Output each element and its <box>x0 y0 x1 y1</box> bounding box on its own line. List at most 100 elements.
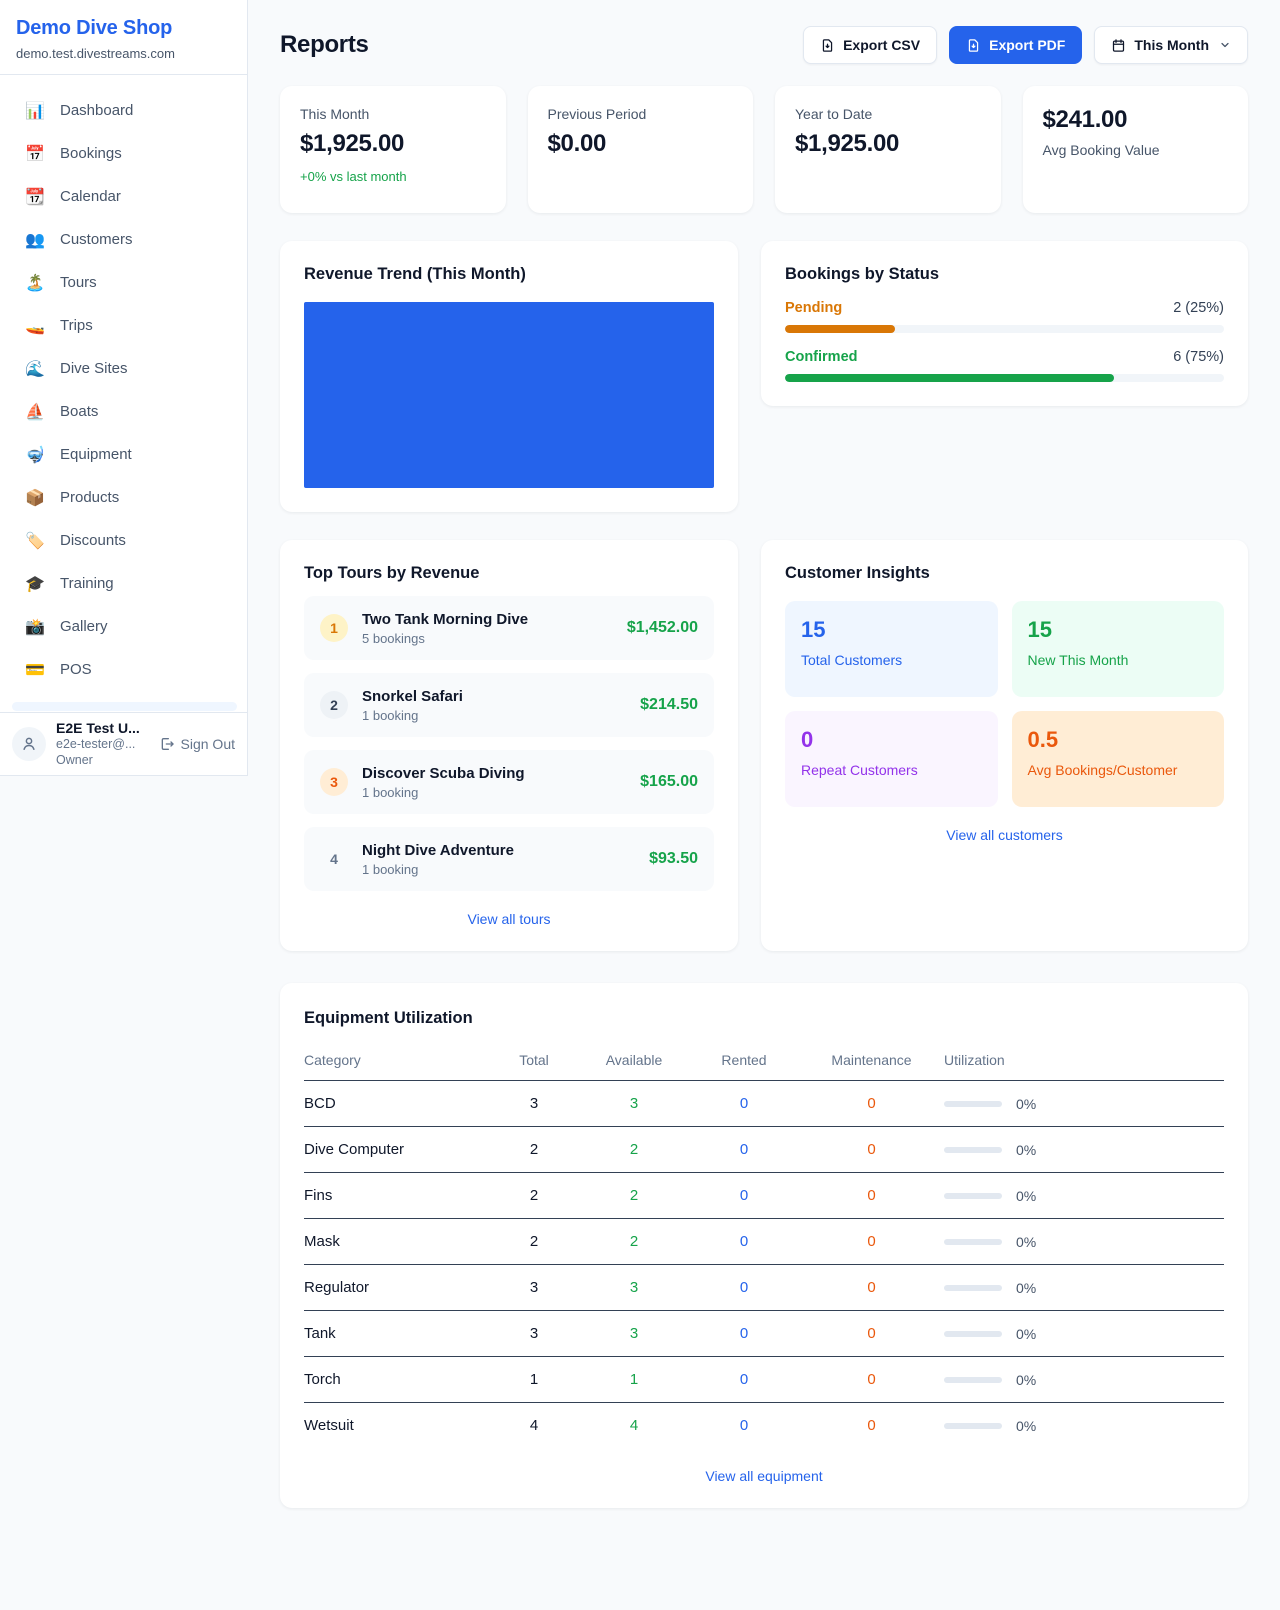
sidebar-item-discounts[interactable]: 🏷️ Discounts <box>16 519 239 562</box>
insight-value: 15 <box>1027 617 1052 642</box>
export-csv-label: Export CSV <box>843 37 921 53</box>
period-label: This Month <box>1134 37 1209 53</box>
utilization-bar <box>944 1192 1002 1199</box>
export-pdf-button[interactable]: Export PDF <box>949 26 1083 64</box>
cell-available: 3 <box>579 1310 689 1357</box>
rank-badge: 4 <box>330 851 338 867</box>
stat-card-3: Year to Date $1,925.00 <box>775 86 1001 213</box>
status-bar-fill <box>785 325 895 333</box>
insight-value: 15 <box>801 617 826 642</box>
sidebar-item-training[interactable]: 🎓 Training <box>16 562 239 605</box>
revenue-trend-title: Revenue Trend (This Month) <box>304 265 526 283</box>
cell-maintenance: 0 <box>799 1172 944 1219</box>
equipment-table: Category Total Available Rented Maintenance U… <box>304 1044 1224 1448</box>
sidebar-user-footer: E2E Test U... e2e-tester@... Owner Sign … <box>0 712 247 775</box>
view-all-equipment-link[interactable]: View all equipment <box>705 1468 823 1484</box>
sidebar-item-bookings[interactable]: 📅 Bookings <box>16 132 239 175</box>
cell-utilization: 0% <box>944 1080 1224 1127</box>
cell-rented: 0 <box>689 1080 799 1127</box>
dive-sites-icon: 🌊 <box>25 360 45 378</box>
table-row: Fins 2 2 0 0 0% <box>304 1172 1224 1219</box>
brand-domain: demo.test.divestreams.com <box>16 46 175 61</box>
tour-bookings: 5 bookings <box>362 630 425 646</box>
sidebar-item-label: POS <box>60 661 92 678</box>
utilization-percent: 0% <box>1016 1233 1037 1250</box>
cell-total: 2 <box>489 1126 579 1173</box>
dashboard-icon: 📊 <box>25 102 45 120</box>
tour-list-item[interactable]: 1 Two Tank Morning Dive 5 bookings $1,452.0… <box>304 596 714 660</box>
tours-icon: 🏝️ <box>25 274 45 292</box>
sidebar-item-label: Bookings <box>60 145 122 162</box>
discounts-icon: 🏷️ <box>25 532 45 550</box>
cell-available: 4 <box>629 1417 639 1434</box>
cell-category: Mask <box>304 1218 489 1265</box>
sidebar-item-trips[interactable]: 🚤 Trips <box>16 304 239 347</box>
main-content: Reports Export CSV Export PDF This Month <box>248 0 1280 1548</box>
sidebar-item-gallery[interactable]: 📸 Gallery <box>16 605 239 648</box>
cell-maintenance: 0 <box>799 1080 944 1127</box>
revenue-trend-card: Revenue Trend (This Month) <box>280 241 738 512</box>
tour-info: Two Tank Morning Dive 5 bookings <box>362 611 528 646</box>
stat-label: Avg Booking Value <box>1042 142 1160 158</box>
products-icon: 📦 <box>25 489 45 507</box>
column-header-utilization: Utilization <box>944 1044 1224 1081</box>
customers-icon: 👥 <box>25 231 45 249</box>
sidebar-nav: 📊 Dashboard 📅 Bookings 📆 Calendar 👥 Customers 🏝️… <box>0 75 247 691</box>
sidebar-item-products[interactable]: 📦 Products <box>16 476 239 519</box>
sidebar-item-boats[interactable]: ⛵ Boats <box>16 390 239 433</box>
view-all-tours-link[interactable]: View all tours <box>467 911 551 927</box>
avatar <box>12 727 46 761</box>
tour-list-item[interactable]: 4 Night Dive Adventure 1 booking $93.50 <box>304 827 714 891</box>
sidebar-item-calendar[interactable]: 📆 Calendar <box>16 175 239 218</box>
column-header-rented: Rented <box>689 1044 799 1081</box>
sidebar-item-equipment[interactable]: 🤿 Equipment <box>16 433 239 476</box>
column-header-category: Category <box>304 1044 489 1081</box>
utilization-percent: 0% <box>1016 1417 1037 1434</box>
chevron-down-icon <box>1219 39 1231 51</box>
status-label: Confirmed <box>785 349 858 365</box>
tour-bookings: 1 booking <box>362 784 419 800</box>
table-row: BCD 3 3 0 0 0% <box>304 1080 1224 1127</box>
cell-category: Dive Computer <box>304 1126 489 1173</box>
tour-name: Two Tank Morning Dive <box>362 610 529 628</box>
tour-name: Night Dive Adventure <box>362 841 514 859</box>
pos-icon: 💳 <box>25 661 45 679</box>
user-info: E2E Test U... e2e-tester@... Owner <box>56 720 140 769</box>
user-email: e2e-tester@... <box>56 737 136 752</box>
status-label: Pending <box>785 300 843 316</box>
export-csv-button[interactable]: Export CSV <box>803 26 938 64</box>
insight-tile: 0.5 Avg Bookings/Customer <box>1011 711 1224 807</box>
cell-rented: 0 <box>689 1264 799 1311</box>
stat-value: $241.00 <box>1042 106 1128 133</box>
sidebar-item-label: Dive Sites <box>60 360 128 377</box>
sign-out-button[interactable]: Sign Out <box>159 736 235 752</box>
cell-category: Torch <box>304 1356 489 1403</box>
sidebar-item-dive-sites[interactable]: 🌊 Dive Sites <box>16 347 239 390</box>
insight-label: Avg Bookings/Customer <box>1027 762 1178 778</box>
tour-list-item[interactable]: 3 Discover Scuba Diving 1 booking $165.00 <box>304 750 714 814</box>
header-actions: Export CSV Export PDF This Month <box>803 26 1248 64</box>
stat-value: $0.00 <box>547 130 607 157</box>
sidebar-item-dashboard[interactable]: 📊 Dashboard <box>16 89 239 132</box>
cell-rented: 0 <box>689 1172 799 1219</box>
rank-badge: 3 <box>320 768 348 796</box>
cell-total: 2 <box>489 1172 579 1219</box>
sidebar-selected-item-partial[interactable] <box>12 702 237 711</box>
sidebar-item-label: Boats <box>60 403 99 420</box>
stat-label: This Month <box>300 106 370 122</box>
period-dropdown[interactable]: This Month <box>1094 26 1248 64</box>
cell-category: BCD <box>304 1080 489 1127</box>
utilization-bar <box>944 1376 1002 1383</box>
cell-rented: 0 <box>689 1126 799 1173</box>
utilization-percent: 0% <box>1016 1325 1037 1342</box>
sidebar-item-customers[interactable]: 👥 Customers <box>16 218 239 261</box>
tour-list-item[interactable]: 2 Snorkel Safari 1 booking $214.50 <box>304 673 714 737</box>
sidebar: Demo Dive Shop demo.test.divestreams.com… <box>0 0 248 776</box>
insight-value: 0 <box>801 727 814 752</box>
sidebar-item-tours[interactable]: 🏝️ Tours <box>16 261 239 304</box>
customer-insights-card: Customer Insights 15 Total Customers 15 New… <box>761 540 1248 951</box>
insight-tile: 15 New This Month <box>1011 601 1224 697</box>
view-all-customers-link[interactable]: View all customers <box>946 827 1063 843</box>
sidebar-item-pos[interactable]: 💳 POS <box>16 648 239 691</box>
insight-label: New This Month <box>1027 652 1129 668</box>
